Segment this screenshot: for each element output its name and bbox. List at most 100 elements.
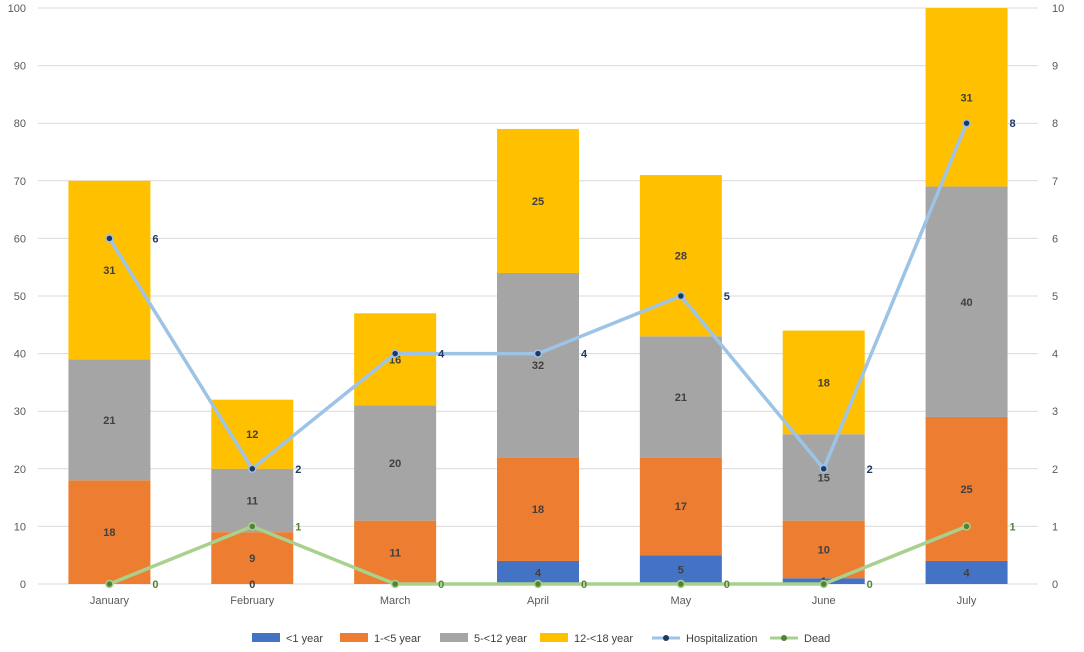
bar-segment: [639, 555, 722, 584]
bar-segment: [68, 180, 151, 360]
right-tick-label: 1: [1052, 521, 1058, 533]
bar-segment: [354, 313, 437, 406]
legend-label: Dead: [804, 633, 830, 645]
bar-value-label: 10: [818, 544, 830, 556]
legend-label: 12-<18 year: [574, 633, 633, 645]
left-tick-label: 100: [8, 3, 26, 15]
line-value-label: 2: [295, 464, 301, 476]
line-value-label: 2: [867, 464, 873, 476]
bar-value-label: 17: [675, 501, 687, 513]
bar-value-label: 4: [535, 567, 542, 579]
bar-segment: [211, 468, 294, 533]
right-tick-label: 4: [1052, 349, 1058, 361]
right-tick-label: 3: [1052, 406, 1058, 418]
line-value-label: 0: [152, 579, 158, 591]
left-tick-label: 30: [14, 406, 26, 418]
bar-segment: [639, 175, 722, 337]
line-value-label: 0: [724, 579, 730, 591]
bar-segment: [639, 336, 722, 458]
line-value-label: 0: [867, 579, 873, 591]
bar-segment: [211, 532, 294, 584]
line-value-label: 6: [152, 233, 158, 245]
line-point: [676, 291, 686, 301]
left-tick-label: 70: [14, 176, 26, 188]
left-tick-label: 50: [14, 291, 26, 303]
bar-segment: [497, 457, 579, 561]
bar-segment: [925, 8, 1008, 187]
right-axis-ticks: 0 1 2 3 4 5 6 7 8 9 10: [1052, 3, 1064, 591]
bar-value-label: 32: [532, 360, 544, 372]
bar-value-label: 15: [818, 472, 830, 484]
bar-segment: [925, 186, 1008, 417]
legend-label: <1 year: [286, 633, 323, 645]
line-value-label: 1: [1010, 521, 1016, 533]
line-value-label: 1: [295, 521, 301, 533]
left-tick-label: 0: [20, 579, 26, 591]
bar-value-label: 31: [960, 92, 972, 104]
left-tick-label: 20: [14, 464, 26, 476]
legend-label: 1-<5 year: [374, 633, 421, 645]
bar-segment: [782, 434, 865, 521]
bar-value-label: 31: [103, 265, 115, 277]
bar-value-label: 21: [103, 415, 115, 427]
bar-value-label: 5: [678, 565, 684, 577]
left-tick-label: 90: [14, 61, 26, 73]
bar-segment: [497, 560, 579, 584]
line-value-label: 4: [438, 349, 445, 361]
line-point: [533, 579, 543, 589]
category-labels: January February March April May June July: [90, 595, 977, 607]
category-label: April: [527, 595, 549, 607]
bar-value-label: 0: [249, 579, 255, 591]
right-tick-label: 6: [1052, 233, 1058, 245]
right-tick-label: 10: [1052, 3, 1064, 15]
category-label: January: [90, 595, 130, 607]
bar-segment: [211, 399, 294, 469]
legend: <1 year 1-<5 year 5-<12 year 12-<18 year Hos…: [252, 633, 830, 645]
left-tick-label: 60: [14, 233, 26, 245]
line-point: [390, 349, 400, 358]
left-tick-label: 10: [14, 521, 26, 533]
bar-value-label: 9: [249, 553, 255, 565]
bar-value-label: 20: [389, 458, 401, 470]
bar-value-label: 12: [246, 429, 258, 441]
legend-label: 5-<12 year: [474, 633, 527, 645]
line-point: [105, 234, 114, 243]
line-value-label: 5: [724, 291, 730, 303]
bar-value-label: 18: [103, 527, 115, 539]
line-point: [962, 522, 971, 531]
left-tick-label: 80: [14, 118, 26, 130]
line-value-label: 0: [438, 579, 444, 591]
bars: [68, 8, 1008, 584]
line-value-label: 8: [1010, 118, 1016, 130]
left-axis-ticks: 0 10 20 30 40 50 60 70 80 90 100: [8, 3, 26, 591]
legend-swatch: [340, 633, 368, 642]
bar-value-label: 11: [246, 495, 258, 507]
bar-segment: [925, 560, 1008, 584]
right-tick-label: 2: [1052, 464, 1058, 476]
category-label: June: [812, 595, 836, 607]
line-point: [105, 579, 114, 589]
category-label: February: [230, 595, 275, 607]
right-tick-label: 5: [1052, 291, 1058, 303]
line-point: [533, 349, 543, 358]
bar-segment: [639, 457, 722, 556]
bar-value-label: 4: [964, 567, 971, 579]
bar-value-label: 21: [675, 392, 687, 404]
line-point: [248, 464, 257, 474]
category-label: July: [957, 595, 977, 607]
line-point: [390, 579, 400, 589]
line-value-label: 4: [581, 349, 588, 361]
bar-segment: [68, 359, 151, 481]
bar-value-label: 40: [960, 297, 972, 309]
bar-segment: [782, 520, 865, 579]
category-label: March: [380, 595, 411, 607]
category-label: May: [670, 595, 691, 607]
legend-marker: [663, 635, 669, 641]
legend-label: Hospitalization: [686, 633, 758, 645]
line-point: [819, 579, 828, 589]
right-tick-label: 8: [1052, 118, 1058, 130]
right-tick-label: 0: [1052, 579, 1058, 591]
legend-swatch: [540, 633, 568, 642]
